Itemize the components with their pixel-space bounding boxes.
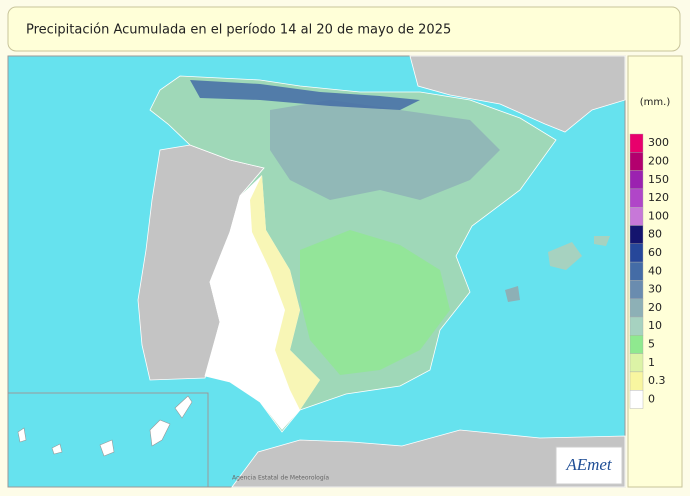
title: Precipitación Acumulada en el período 14… [26,23,451,38]
legend-swatch [629,261,644,281]
legend-swatch [629,390,644,409]
legend-swatch [629,371,644,391]
legend-label: 0.3 [648,374,666,387]
france [409,55,626,133]
heaviest-rain [190,80,420,110]
legend-swatch [629,280,644,299]
legend: 300 200 150 120 100 80 60 40 30 20 10 5 1 0.3 0 [629,133,669,409]
menorca [594,236,610,246]
legend-label: 80 [648,228,662,241]
legend-label: 30 [648,283,662,296]
legend-swatch [629,243,644,263]
legend-label: 40 [648,264,662,277]
title-box [7,6,681,52]
legend-swatch [629,133,644,153]
africa [231,429,626,488]
logo-box [555,446,623,485]
legend-unit: (mm.) [640,97,671,108]
heavy-rain [270,100,500,200]
light-rain-band [250,175,320,410]
legend-label: 1 [648,356,655,369]
legend-swatch [629,188,644,208]
legend-swatch [629,335,644,354]
legend-label: 120 [648,191,669,204]
legend-swatch [629,206,644,226]
legend-swatch [629,353,644,373]
legend-swatch [629,152,644,171]
legend-swatch [629,316,644,336]
legend-label: 20 [648,301,662,314]
legend-swatch [629,170,644,190]
legend-label: 5 [648,337,655,350]
canary-islands [17,395,193,457]
logo: AEmet [565,455,613,474]
legend-label: 300 [648,136,669,149]
canary-inset [7,392,209,488]
legend-swatch [629,225,644,244]
legend-label: 100 [648,209,669,222]
legend-label: 60 [648,246,662,259]
legend-label: 0 [648,392,655,405]
ibiza [505,286,520,302]
legend-label: 10 [648,319,662,332]
legend-swatch [629,298,644,318]
moderate-rain [300,230,450,375]
legend-label: 200 [648,154,669,167]
credit: Agencia Estatal de Meteorología [232,475,329,482]
mallorca [548,242,582,270]
legend-label: 150 [648,173,669,186]
map: Agencia Estatal de Meteorología AEmet [7,55,626,488]
